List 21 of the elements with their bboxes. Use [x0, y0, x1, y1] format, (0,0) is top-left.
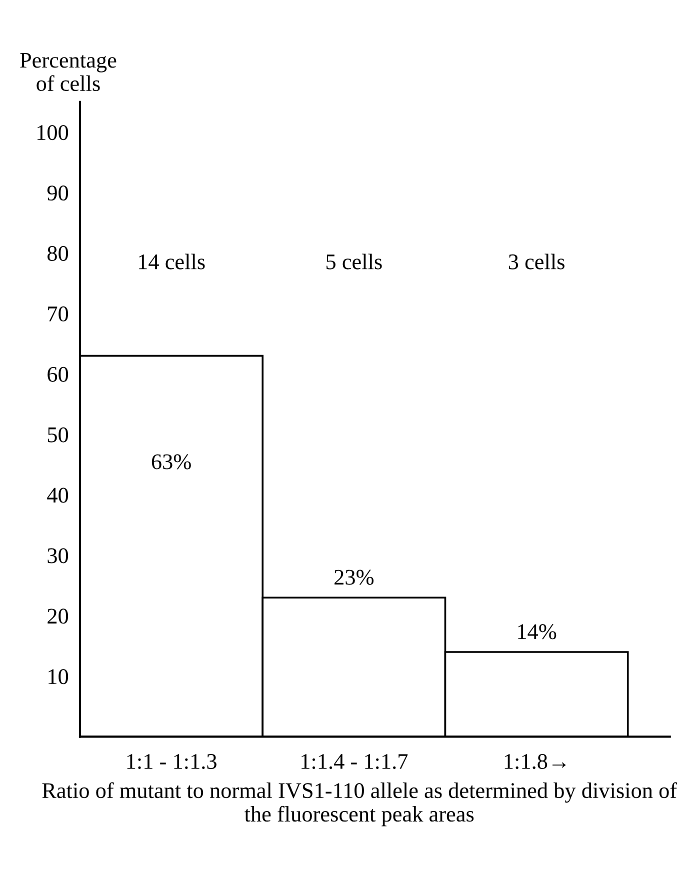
x-tick-label: 1:1 - 1:1.3: [127, 754, 216, 770]
annotation: 14 cells: [139, 254, 205, 270]
y-tick-label: 40: [47, 488, 68, 503]
data-label: 23%: [334, 570, 374, 585]
y-tick-label: 60: [48, 366, 68, 382]
y-axis-title: Percentage of cells: [20, 52, 116, 92]
y-tick-label: 50: [48, 427, 68, 442]
y-tick-label: 80: [48, 246, 68, 261]
y-tick-label: 20: [48, 608, 68, 624]
y-tick-label: 90: [47, 186, 68, 201]
data-label: 63%: [152, 454, 191, 470]
x-axis-title: Ratio of mutant to normal IVS1-110 allele as determined by division of the fluorescent peak areas: [42, 782, 678, 826]
annotation: 5 cells: [326, 254, 382, 270]
y-tick-label: 30: [48, 548, 68, 564]
annotation: 3 cells: [508, 254, 564, 270]
x-tick-label: 1:1.8→: [504, 754, 566, 770]
y-tick-label: 100: [38, 125, 68, 140]
data-label: 14%: [518, 624, 556, 640]
x-tick-label: 1:1.4 - 1:1.7: [302, 754, 408, 770]
y-tick-label: 10: [48, 669, 68, 684]
y-tick-label: 70: [48, 306, 68, 322]
